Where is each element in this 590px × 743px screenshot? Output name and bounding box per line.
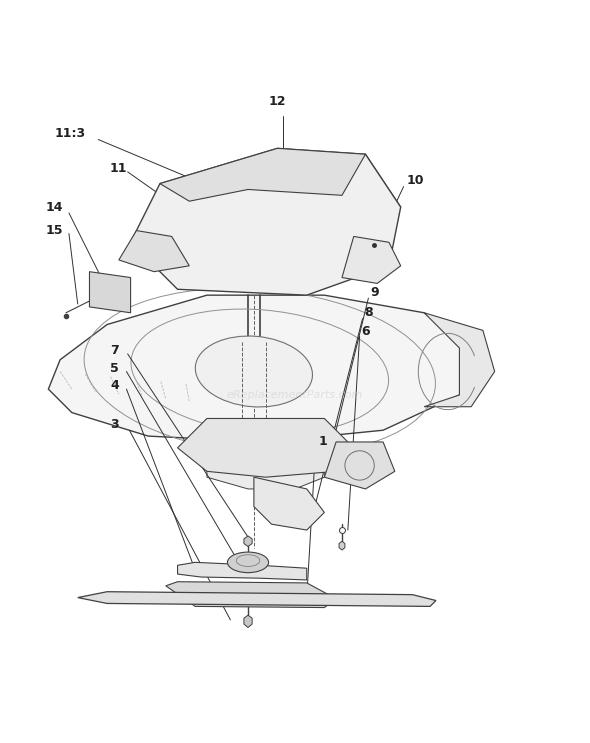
Polygon shape: [254, 477, 324, 530]
Text: eReplacementParts.com: eReplacementParts.com: [227, 390, 363, 400]
Polygon shape: [324, 442, 395, 489]
Text: 5: 5: [110, 362, 119, 374]
Text: 7: 7: [110, 344, 119, 357]
Text: 12: 12: [268, 96, 286, 108]
Text: 10: 10: [407, 174, 424, 186]
Text: 11: 11: [110, 162, 127, 175]
Text: 15: 15: [45, 224, 63, 236]
Polygon shape: [342, 236, 401, 283]
Text: 4: 4: [110, 379, 119, 392]
Polygon shape: [166, 582, 336, 608]
Polygon shape: [78, 591, 436, 606]
Polygon shape: [244, 615, 252, 628]
Text: 6: 6: [360, 325, 369, 338]
Text: 14: 14: [45, 201, 63, 214]
Ellipse shape: [228, 552, 268, 573]
Polygon shape: [424, 313, 494, 406]
Polygon shape: [178, 562, 307, 580]
Polygon shape: [119, 230, 189, 272]
Ellipse shape: [195, 336, 313, 407]
Polygon shape: [178, 418, 354, 477]
Polygon shape: [207, 442, 324, 489]
Text: 3: 3: [110, 418, 119, 431]
Text: 11:3: 11:3: [54, 126, 86, 140]
Polygon shape: [160, 149, 365, 201]
Text: 8: 8: [364, 305, 373, 319]
Polygon shape: [90, 272, 130, 313]
Text: 9: 9: [370, 286, 379, 299]
Polygon shape: [339, 541, 345, 550]
Polygon shape: [130, 149, 401, 295]
Polygon shape: [48, 295, 471, 442]
Polygon shape: [244, 536, 252, 547]
Text: 1: 1: [319, 435, 327, 449]
